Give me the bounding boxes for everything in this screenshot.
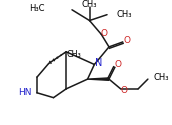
Text: CH₃: CH₃	[66, 50, 81, 59]
Text: CH₃: CH₃	[117, 10, 132, 19]
Polygon shape	[88, 78, 109, 80]
Text: O: O	[120, 86, 127, 95]
Text: HN: HN	[18, 88, 31, 97]
Text: O: O	[124, 36, 131, 44]
Text: N: N	[95, 58, 102, 68]
Text: O: O	[101, 29, 108, 38]
Text: O: O	[114, 60, 121, 69]
Text: CH₃: CH₃	[154, 73, 169, 82]
Text: H₃C: H₃C	[29, 4, 45, 13]
Text: CH₃: CH₃	[82, 0, 97, 9]
